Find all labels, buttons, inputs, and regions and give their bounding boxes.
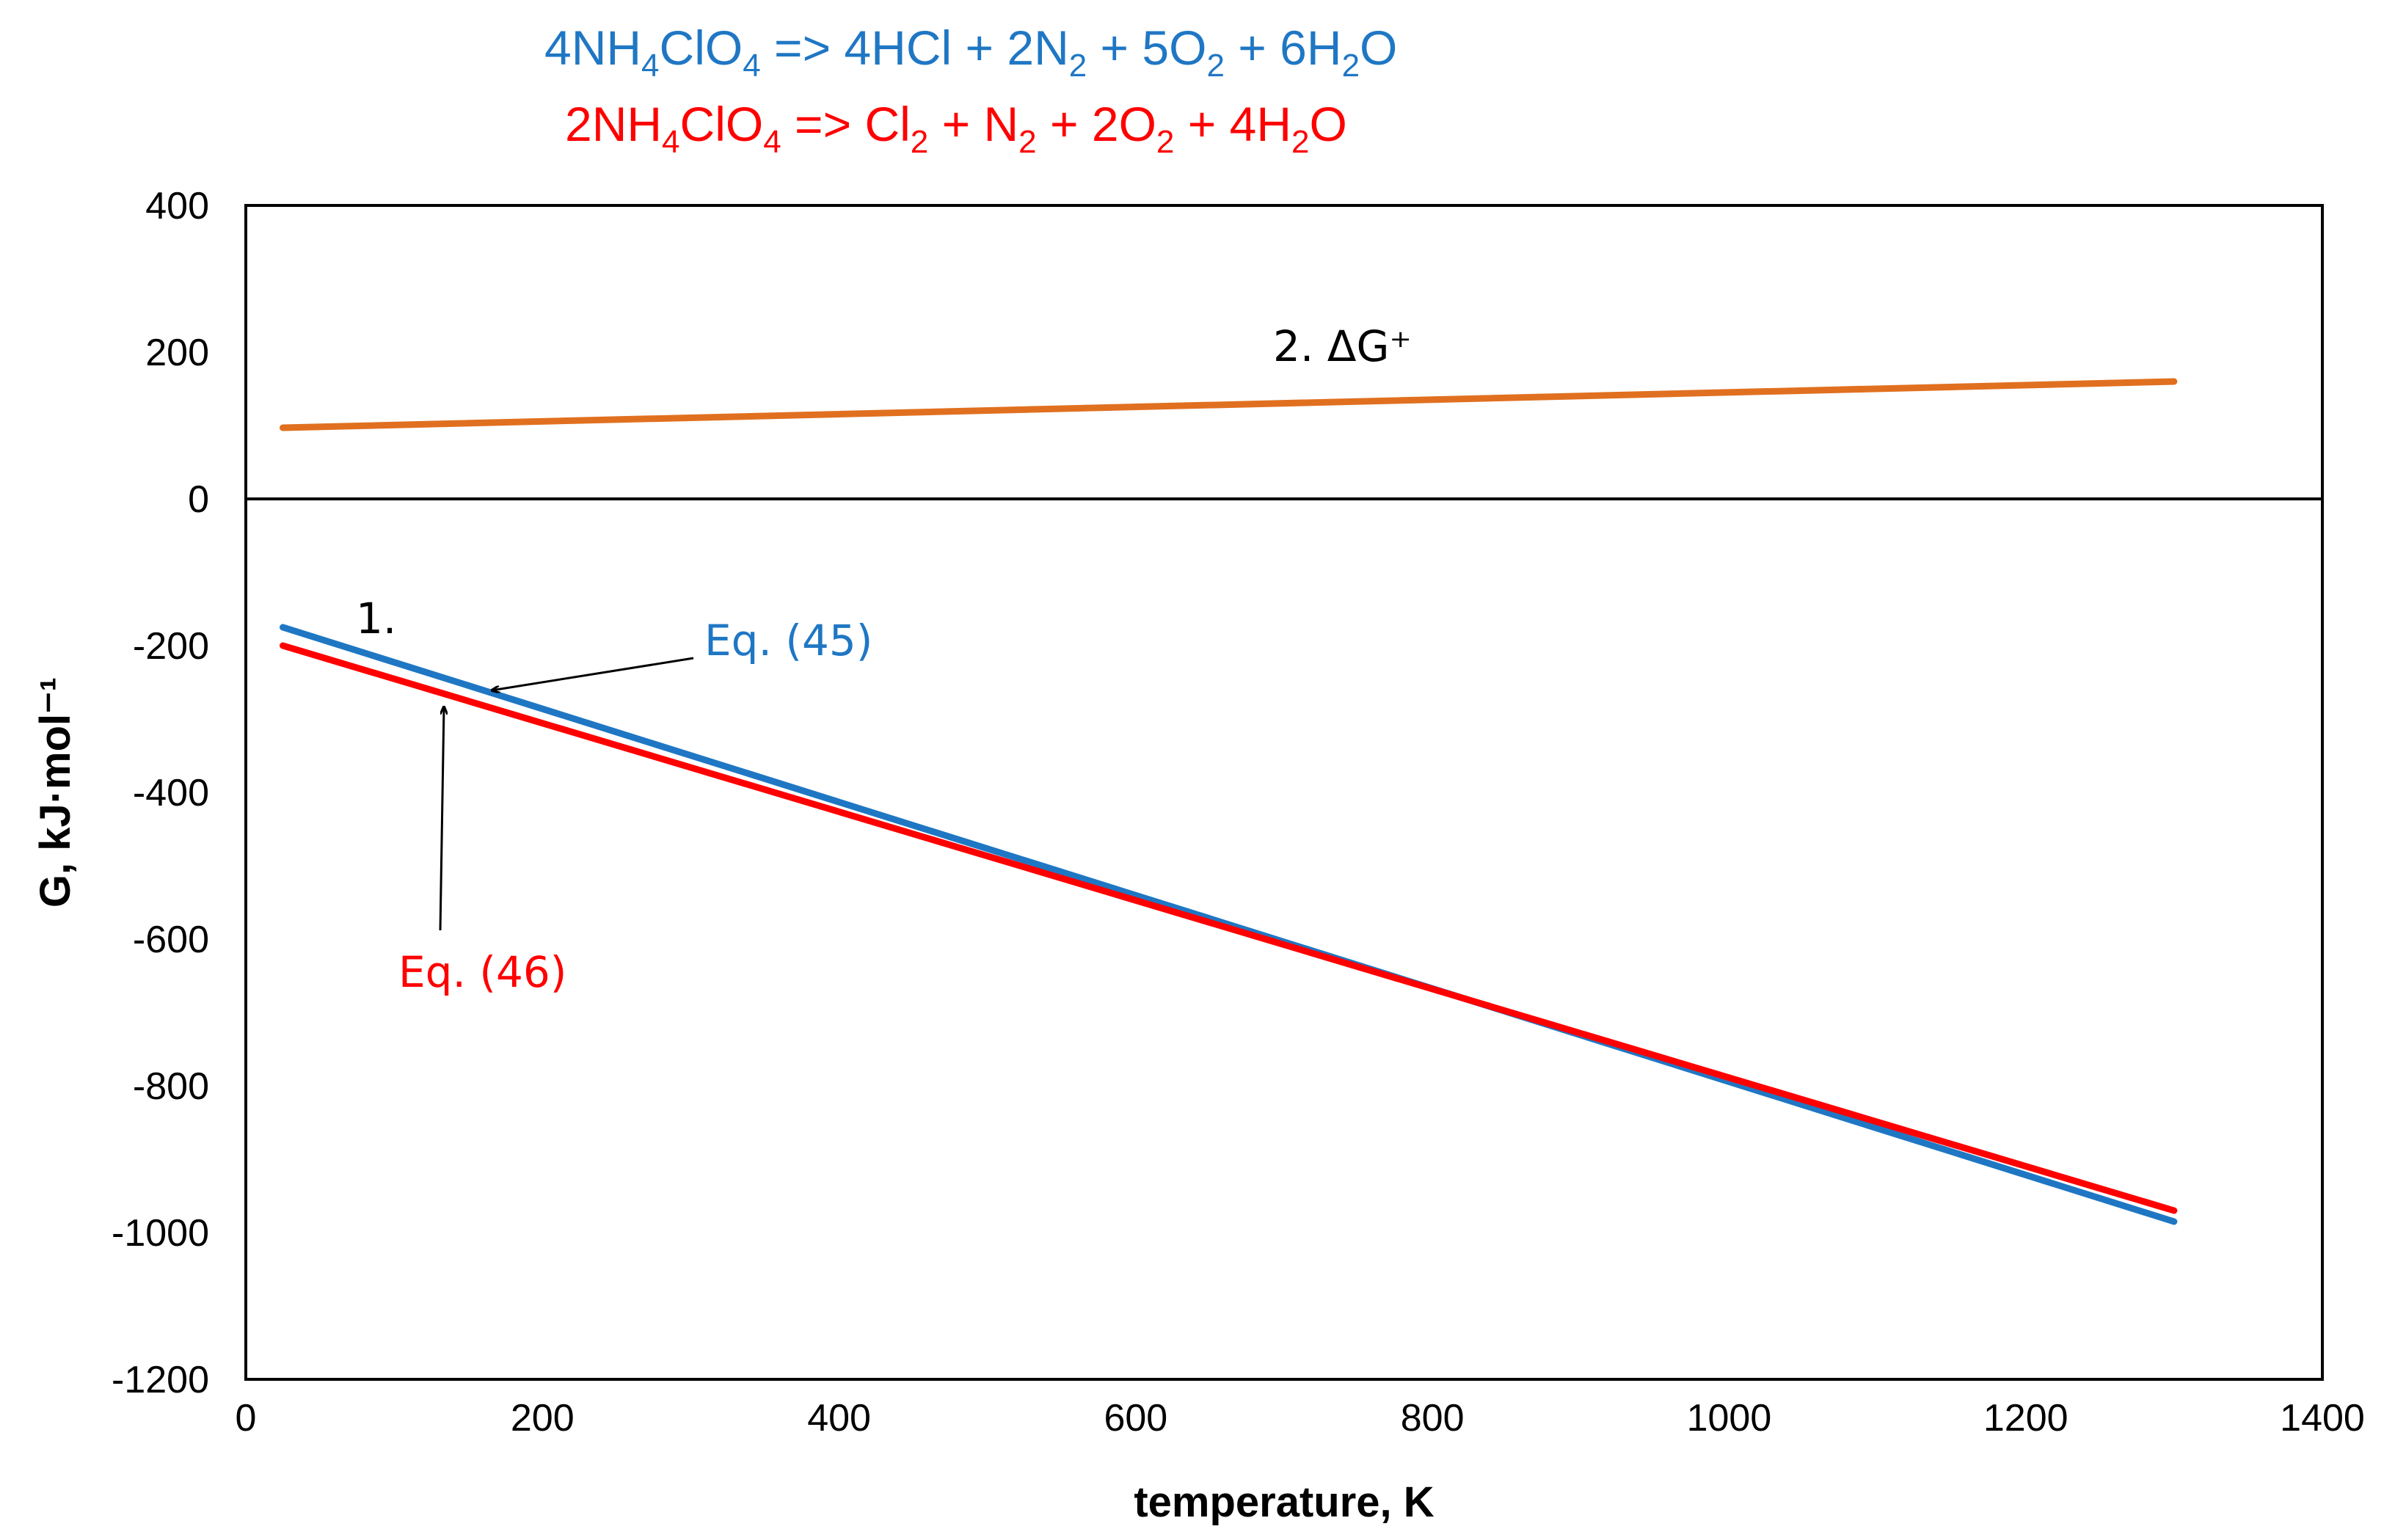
y-tick-label: -1200 [112,1359,209,1401]
eq46-arrow [439,707,444,931]
equation-part: O [1309,97,1346,151]
y-tick-label: -200 [133,625,209,668]
equation-part: ClO [680,97,764,151]
equation-part: => 4HCl + 2N [761,21,1069,75]
eq45-label: Eq. (45) [704,616,872,665]
equation-part: 4NH [544,21,641,75]
equation-part: 2 [1291,124,1309,160]
equation-part: 2NH [565,97,662,151]
equation-part: + 5O [1087,21,1206,75]
equation-part: 2 [1156,124,1174,160]
equation-part: + 2O [1037,97,1156,151]
y-tick-label: 200 [145,332,209,374]
equation-part: O [1360,21,1397,75]
x-tick-label: 400 [807,1397,871,1439]
y-tick-label: 0 [188,478,209,521]
series-1-label: 1. [356,594,396,643]
equation-part: 2 [1342,48,1360,84]
x-tick-label: 1000 [1687,1397,1772,1439]
equation-blue: 4NH4ClO4 => 4HCl + 2N2 + 5O2 + 6H2O [544,21,1397,84]
deltaG-label: 2. ΔG⁺ [1273,321,1412,371]
y-tick-label: -800 [133,1065,209,1108]
equation-part: + 6H [1225,21,1342,75]
eq46-label: Eq. (46) [398,947,566,997]
x-tick-label: 200 [511,1397,575,1439]
equation-part: 4 [662,124,679,160]
y-tick-labels: 400 200 0 -200 -400 -600 -800 -1000 -1200 [112,185,209,1401]
equation-part: + N [928,97,1018,151]
y-tick-label: -400 [133,772,209,814]
equation-part: 4 [641,48,659,84]
equation-part: 2 [1206,48,1224,84]
equation-part: 2 [1069,48,1087,84]
series-line-eq46 [280,642,2178,1214]
x-axis-title: temperature, K [1134,1478,1434,1526]
y-axis-title: G, kJ·mol⁻¹ [32,677,79,908]
series-line-deltaG-plus [280,378,2178,431]
equation-part: 4 [743,48,760,84]
eq45-arrow [492,657,694,690]
equation-part: => Cl [781,97,911,151]
equation-part: ClO [660,21,743,75]
x-tick-label: 0 [236,1397,257,1439]
x-tick-labels: 0 200 400 600 800 1000 1200 1400 [236,1397,2365,1439]
x-tick-label: 600 [1104,1397,1167,1439]
x-tick-label: 800 [1401,1397,1465,1439]
equation-part: 2 [1018,124,1036,160]
series-lines [280,378,2178,1225]
y-tick-label: 400 [145,185,209,227]
equation-part: 2 [911,124,928,160]
x-tick-label: 1200 [1983,1397,2068,1439]
y-tick-label: -600 [133,919,209,961]
x-tick-label: 1400 [2280,1397,2365,1439]
series-line-eq45 [280,624,2178,1225]
plot-area [244,204,2324,1381]
y-tick-label: -1000 [112,1212,209,1255]
equation-red: 2NH4ClO4 => Cl2 + N2 + 2O2 + 4H2O [565,97,1347,160]
equation-part: 4 [763,124,781,160]
equation-part: + 4H [1174,97,1291,151]
